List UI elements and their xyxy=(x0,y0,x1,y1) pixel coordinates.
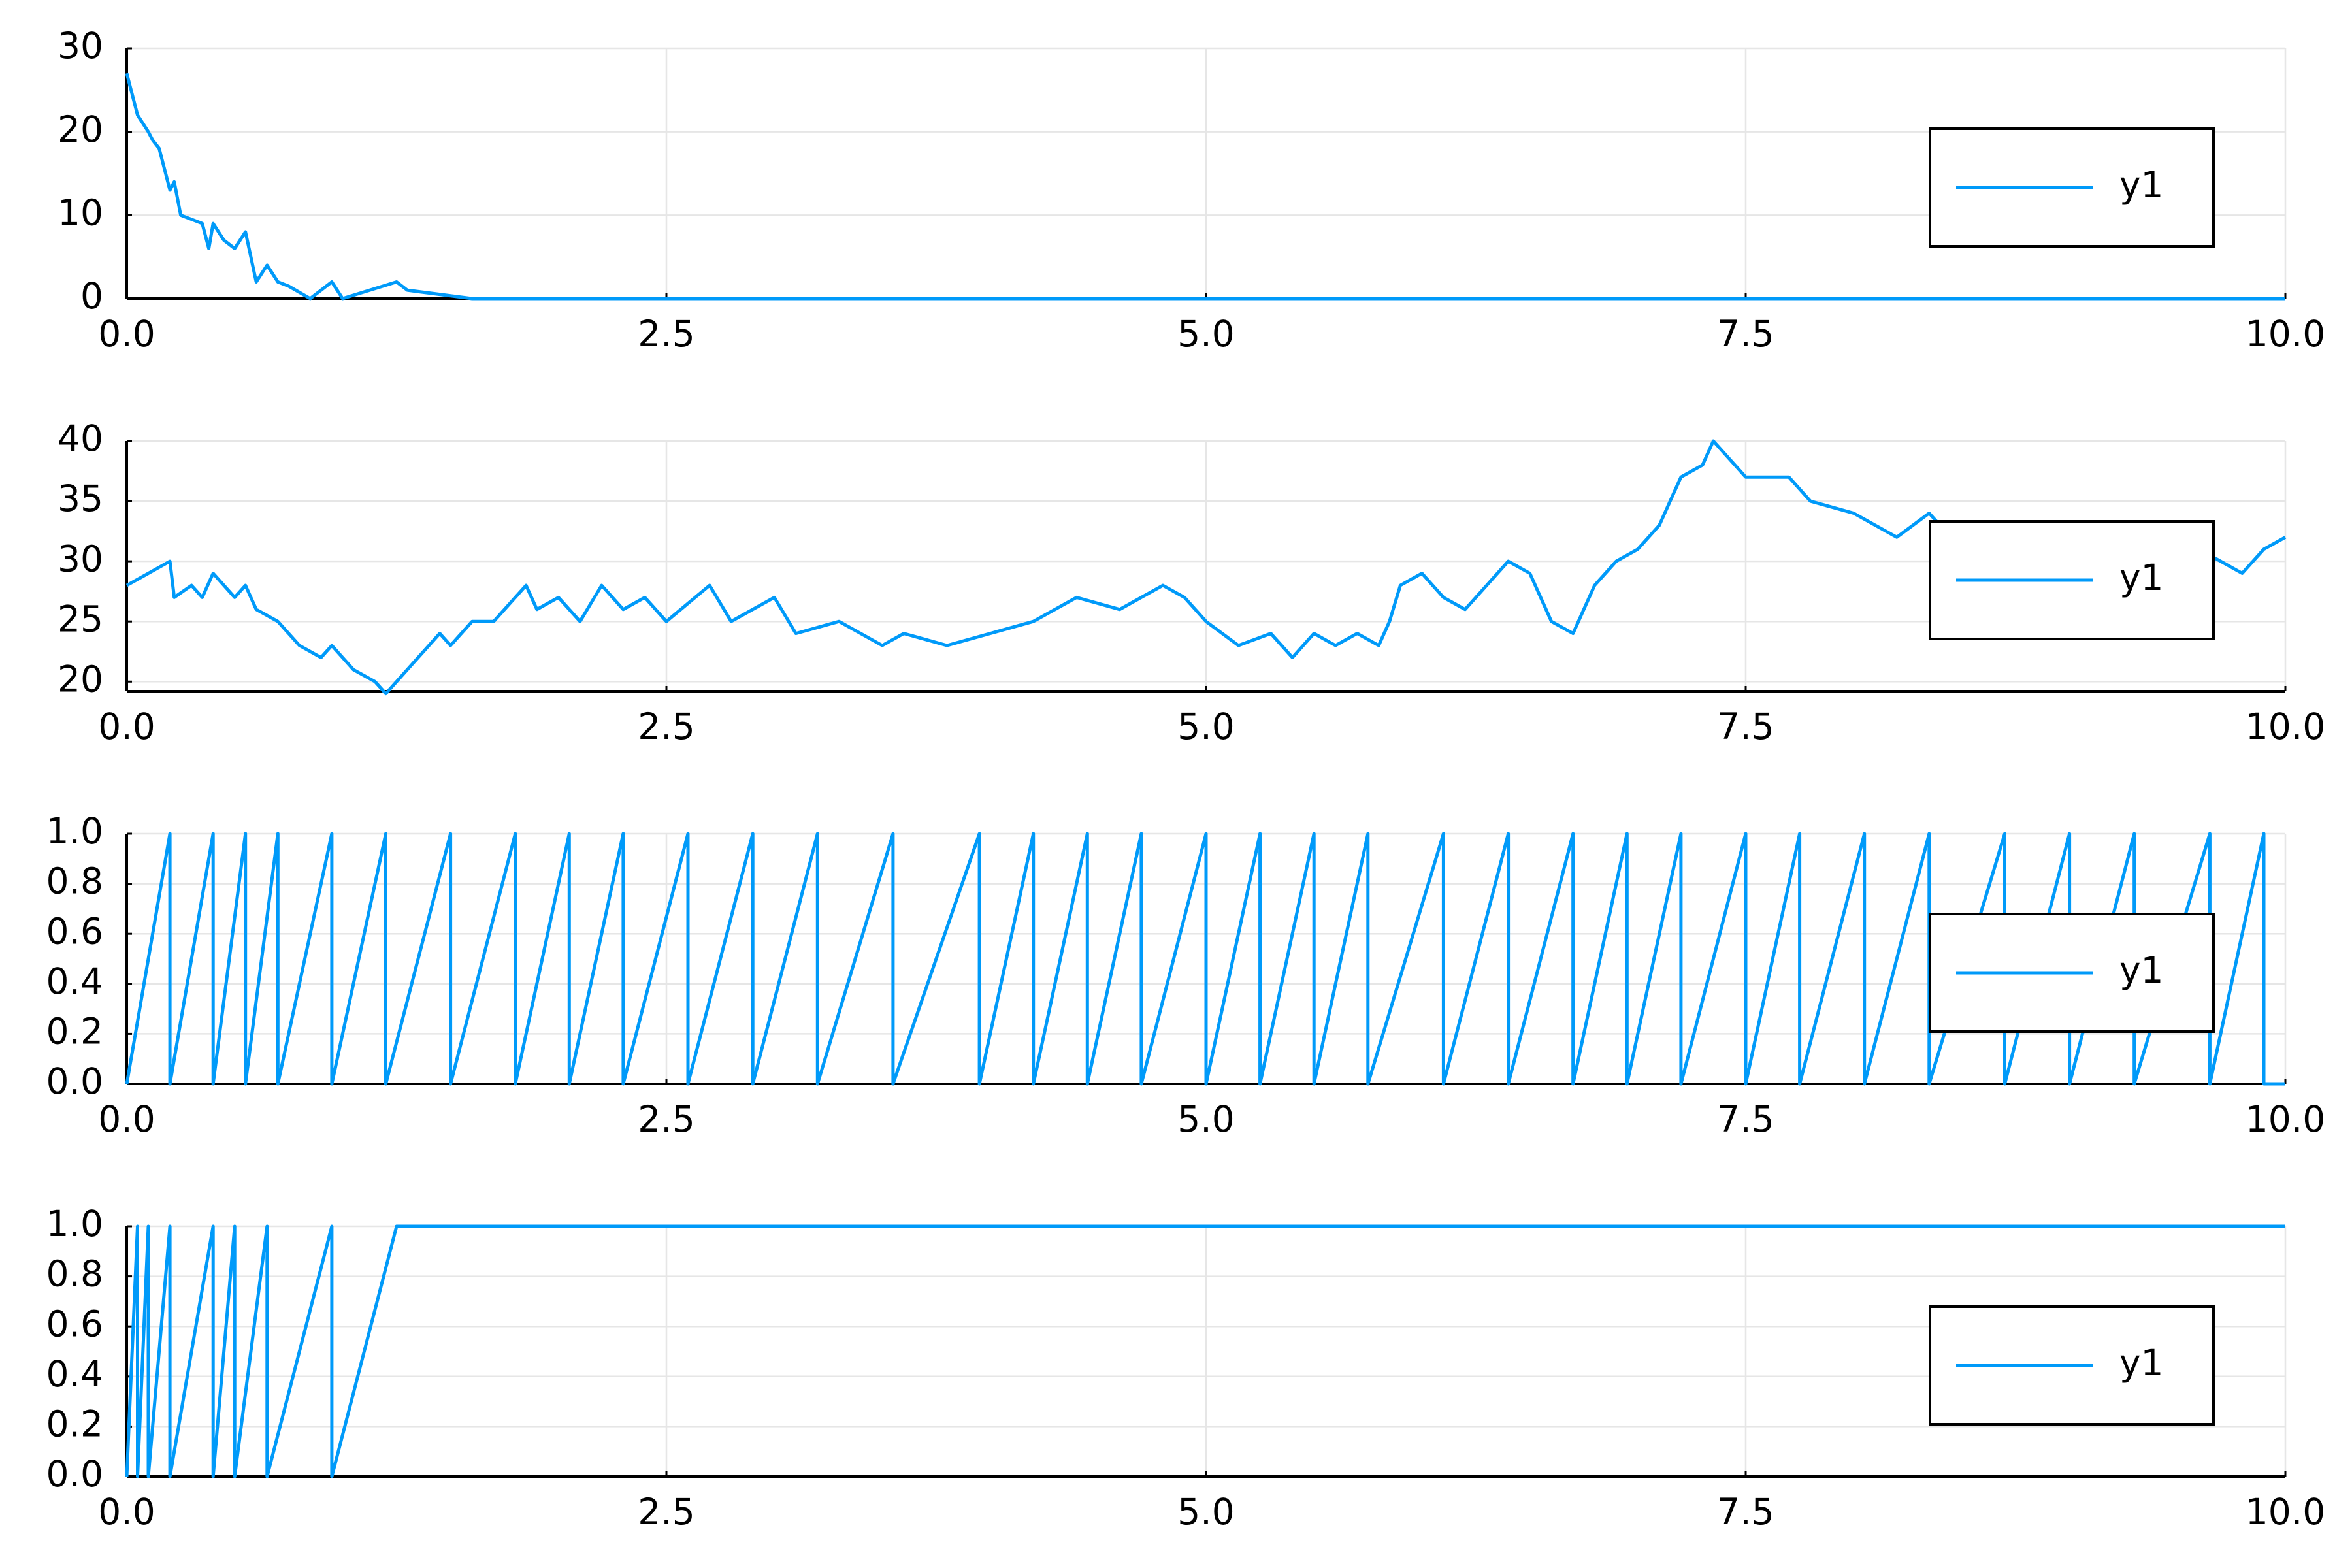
line xyxy=(125,73,2285,301)
x-tick-label: 7.5 xyxy=(1717,706,1774,747)
y-tick-label: 1.0 xyxy=(46,1203,103,1245)
y-tick-label: 20 xyxy=(57,658,103,700)
legend-label: y1 xyxy=(2119,557,2164,598)
x-tick-label: 2.5 xyxy=(638,313,694,355)
y-tick-label: 0.4 xyxy=(46,960,103,1002)
x-tick-label: 10.0 xyxy=(2246,1491,2325,1533)
x-tick-label: 2.5 xyxy=(638,1098,694,1140)
legend-label: y1 xyxy=(2119,164,2164,206)
y-tick-label: 0.2 xyxy=(46,1011,103,1053)
x-tick-label: 0.0 xyxy=(98,1491,155,1533)
y-tick-label: 0.6 xyxy=(46,1303,103,1345)
x-tick-label: 7.5 xyxy=(1717,1098,1774,1140)
x-tick-label: 2.5 xyxy=(638,1491,694,1533)
legend-label: y1 xyxy=(2119,1342,2164,1384)
y-tick-label: 40 xyxy=(57,417,103,459)
line xyxy=(125,832,2285,1086)
y-tick-label: 30 xyxy=(57,25,103,67)
x-tick-label: 5.0 xyxy=(1177,1098,1234,1140)
x-tick-label: 7.5 xyxy=(1717,313,1774,355)
x-tick-label: 7.5 xyxy=(1717,1491,1774,1533)
y-tick-label: 30 xyxy=(57,538,103,580)
line xyxy=(125,1224,2285,1478)
x-tick-label: 0.0 xyxy=(98,313,155,355)
y-tick-label: 0 xyxy=(80,275,103,317)
x-tick-label: 5.0 xyxy=(1177,313,1234,355)
y-tick-label: 0.8 xyxy=(46,1253,103,1295)
x-tick-label: 0.0 xyxy=(98,1098,155,1140)
x-tick-label: 5.0 xyxy=(1177,1491,1234,1533)
y-tick-label: 1.0 xyxy=(46,810,103,852)
y-tick-label: 0.0 xyxy=(46,1060,103,1102)
x-tick-label: 10.0 xyxy=(2246,1098,2325,1140)
y-tick-label: 25 xyxy=(57,598,103,640)
y-tick-label: 0.6 xyxy=(46,910,103,952)
y-tick-label: 0.8 xyxy=(46,860,103,902)
y-tick-label: 35 xyxy=(57,478,103,519)
x-tick-label: 10.0 xyxy=(2246,706,2325,747)
x-tick-label: 2.5 xyxy=(638,706,694,747)
y-tick-label: 0.4 xyxy=(46,1353,103,1395)
line xyxy=(125,439,2287,696)
x-tick-label: 10.0 xyxy=(2246,313,2325,355)
x-tick-label: 0.0 xyxy=(98,706,155,747)
y-tick-label: 20 xyxy=(57,108,103,150)
y-tick-label: 0.2 xyxy=(46,1403,103,1445)
x-tick-label: 5.0 xyxy=(1177,706,1234,747)
y-tick-label: 10 xyxy=(57,191,103,233)
legend-label: y1 xyxy=(2119,949,2164,991)
y-tick-label: 0.0 xyxy=(46,1453,103,1495)
